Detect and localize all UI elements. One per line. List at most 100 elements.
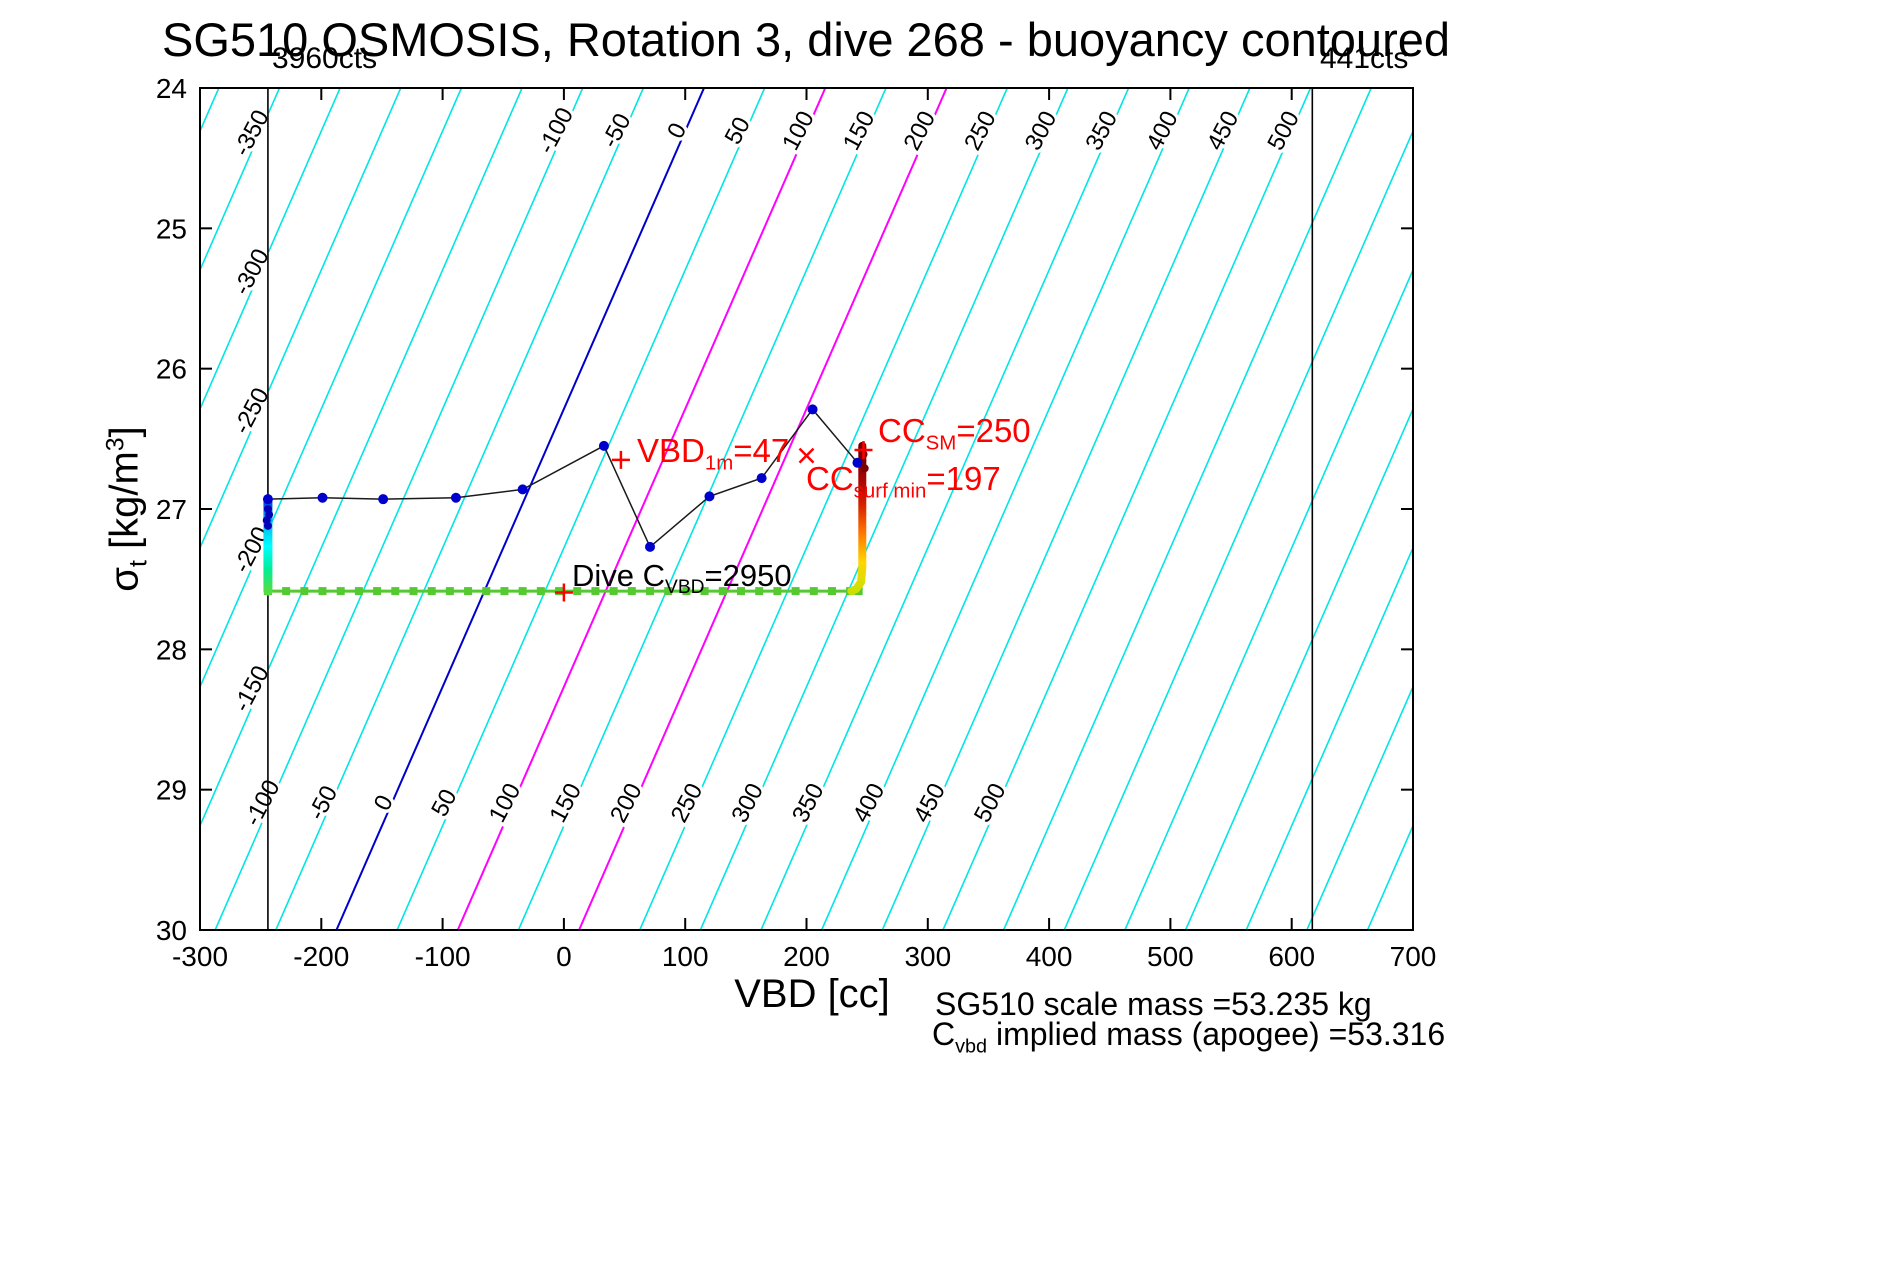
dive-cvbd-marker — [336, 587, 345, 596]
apogee-point — [450, 492, 461, 503]
y-axis-label-units: [kg/m — [102, 451, 147, 561]
annotation-text: =2950 — [704, 558, 792, 593]
x-tick-label: 200 — [783, 941, 830, 972]
contour-line — [200, 88, 523, 828]
y-axis-label-sub: t — [125, 560, 153, 568]
y-tick-label: 30 — [156, 915, 187, 946]
apogee-point — [645, 541, 656, 552]
apogee-point — [517, 484, 528, 495]
contour-line — [638, 88, 1008, 930]
y-axis-label: σt [kg/m3] — [102, 426, 153, 591]
apogee-point — [598, 440, 609, 451]
x-tick-label: 500 — [1147, 941, 1194, 972]
footer-sub: vbd — [955, 1035, 988, 1058]
x-axis-label: VBD [cc] — [734, 972, 890, 1016]
apogee-point — [852, 457, 863, 468]
annotation-text: Dive C — [572, 558, 666, 593]
y-tick-label: 28 — [156, 634, 187, 665]
footer-text: implied mass (apogee) =53.316 — [987, 1016, 1446, 1052]
dive-cvbd-marker — [555, 587, 564, 596]
annotation-sub: 1m — [704, 451, 734, 475]
apogee-point — [756, 473, 767, 484]
x-tick-label: 700 — [1390, 941, 1437, 972]
y-tick-label: 27 — [156, 494, 187, 525]
contour-line — [275, 88, 645, 930]
annotation-text: =47 — [733, 432, 790, 469]
x-tick-label: -200 — [293, 941, 349, 972]
annotation-text: CC — [806, 460, 854, 497]
contour-line — [396, 88, 766, 930]
dive-cvbd-marker — [536, 587, 545, 596]
dive-cvbd-marker — [700, 587, 709, 596]
contour-line — [1245, 545, 1413, 930]
apogee-point — [317, 492, 328, 503]
contour-line — [335, 88, 705, 930]
dive-cvbd-marker — [646, 587, 655, 596]
annotation-text: CC — [878, 412, 926, 449]
annotation-text: =197 — [926, 460, 1001, 497]
cc-sm-dot — [860, 464, 869, 473]
chart-title: SG510 OSMOSIS, Rotation 3, dive 268 - bu… — [161, 13, 1451, 66]
y-tick-label: 26 — [156, 354, 187, 385]
dive-cvbd-marker — [391, 587, 400, 596]
apogee-track-line — [267, 408, 859, 549]
contour-line — [760, 88, 1130, 930]
dive-cvbd-marker — [482, 587, 491, 596]
dive-cvbd-marker — [373, 587, 382, 596]
scale-mass-text: SG510 scale mass =53.235 kg — [935, 986, 1372, 1022]
annotation-sub: SM — [925, 431, 957, 455]
contour-line — [942, 88, 1312, 930]
x-tick-label: 0 — [556, 941, 572, 972]
x-tick-label: 600 — [1268, 941, 1315, 972]
dive-cvbd-marker — [809, 587, 818, 596]
contour-label: 50 — [426, 785, 462, 821]
contour-label: 50 — [720, 113, 756, 149]
dive-cvbd-marker — [409, 587, 418, 596]
x-tick-label: -300 — [172, 941, 228, 972]
x-tick-label: 300 — [904, 941, 951, 972]
contour-line — [517, 88, 887, 930]
dive-cvbd-marker — [755, 587, 764, 596]
dive-cvbd-marker — [354, 587, 363, 596]
annotation-text: =250 — [956, 412, 1031, 449]
y-tick-label: 24 — [156, 73, 187, 104]
climb-profile-right — [847, 441, 867, 596]
dive-cvbd-marker — [827, 587, 836, 596]
dive-cvbd-marker — [318, 587, 327, 596]
annotation-vbd-1m: VBD1m=47 — [637, 432, 789, 476]
dive-cvbd-marker — [518, 587, 527, 596]
contour-line — [200, 88, 402, 550]
apogee-point — [378, 494, 389, 505]
contour-line — [1002, 88, 1372, 930]
left-profile-dot — [263, 521, 272, 530]
contour-line — [1124, 268, 1413, 930]
dive-cvbd-marker — [736, 587, 745, 596]
contour-line — [200, 88, 281, 273]
dive-cvbd-marker — [573, 587, 582, 596]
annotation-sub: surf min — [853, 479, 927, 503]
dive-cvbd-marker — [791, 587, 800, 596]
contour-label: 0 — [369, 791, 399, 815]
contour-lines — [200, 88, 1413, 930]
contour-line — [578, 88, 948, 930]
right-vbd-limit-label: 441cts — [1320, 42, 1409, 75]
contour-line — [699, 88, 1069, 930]
sigma-symbol: σ — [102, 567, 147, 592]
dive-cvbd-marker — [682, 587, 691, 596]
contour-label: 0 — [662, 119, 692, 143]
contour-line — [1184, 406, 1413, 930]
dive-cvbd-marker — [664, 587, 673, 596]
x-tick-label: -100 — [415, 941, 471, 972]
y-tick-label: 29 — [156, 775, 187, 806]
apogee-point — [262, 494, 273, 505]
contour-line — [1063, 129, 1413, 930]
contour-line — [456, 88, 827, 930]
apogee-point — [704, 491, 715, 502]
x-tick-label: 400 — [1026, 941, 1073, 972]
y-axis-label-sup: 3 — [102, 437, 130, 452]
contour-line — [214, 88, 584, 930]
implied-mass-text: Cvbd implied mass (apogee) =53.316 — [932, 1016, 1445, 1058]
x-tick-label: 100 — [662, 941, 709, 972]
